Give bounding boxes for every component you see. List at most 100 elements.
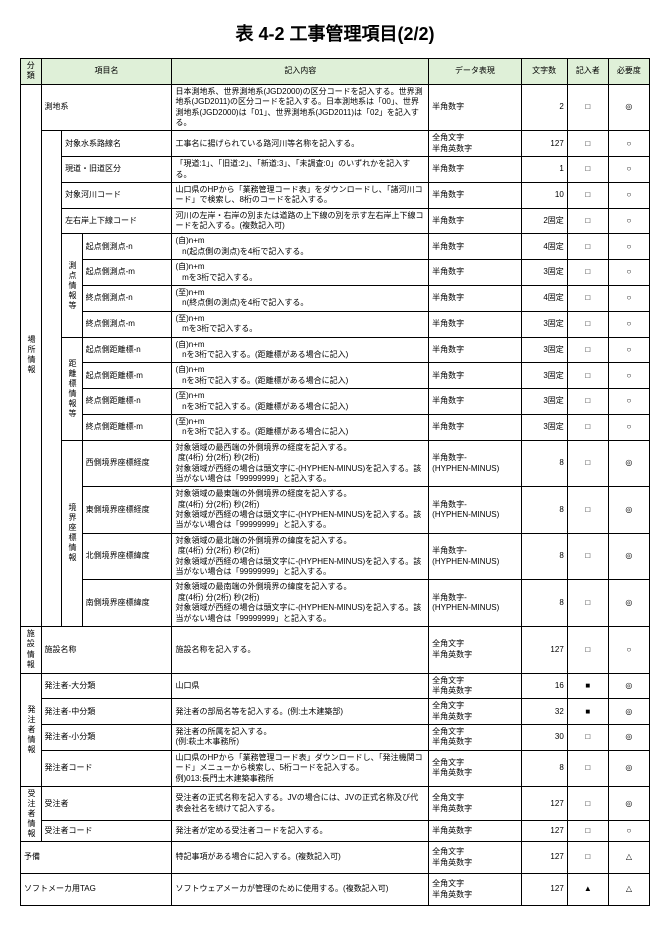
item-desc: 「現道:1」、「旧道:2」、「新道:3」、「未調査:0」のいずれかを記入する。 [172,157,429,183]
item-req: ◎ [608,699,649,725]
item-req: ◎ [608,787,649,821]
item-name: 受注者 [41,787,172,821]
table-row: 距離標情報等 起点側距離標-n (自)n+m nを3桁で記入する。(距離標がある… [21,337,650,363]
table-row: 予備 特記事項がある場合に記入する。(複数記入可) 全角文字 半角英数字 127… [21,842,650,874]
item-len: 10 [521,182,567,208]
item-name: 終点側距離標-n [82,389,172,415]
item-len: 127 [521,842,567,874]
item-req: ○ [608,311,649,337]
table-row: 終点側測点-m (至)n+m mを3桁で記入する。 半角数字 3固定 □ ○ [21,311,650,337]
item-dt: 半角数字 [429,363,521,389]
table-row: 施設 情報 施設名称 施設名称を記入する。 全角文字 半角英数字 127 □ ○ [21,626,650,673]
item-dt: 半角数字 [429,260,521,286]
item-len: 8 [521,533,567,580]
item-req: ○ [608,260,649,286]
item-filler: ■ [567,673,608,699]
item-desc: 発注者の所属を記入する。 (例:萩土木事務所) [172,725,429,751]
item-filler: □ [567,580,608,627]
item-dt: 半角数字 [429,157,521,183]
item-filler: □ [567,626,608,673]
table-row: 現道・旧道区分 「現道:1」、「旧道:2」、「新道:3」、「未調査:0」のいずれ… [21,157,650,183]
item-req: ○ [608,234,649,260]
item-name: 東側境界座標経度 [82,487,172,534]
item-dt: 全角文字 半角英数字 [429,626,521,673]
hdr-req: 必要度 [608,59,649,85]
item-filler: □ [567,440,608,487]
item-dt: 全角文字 半角英数字 [429,787,521,821]
item-len: 3固定 [521,337,567,363]
item-name: 起点側距離標-m [82,363,172,389]
cat-juchu: 受注者情報 [21,787,42,842]
table-row: ソフトメーカ用TAG ソフトウェアメーカが管理のために使用する。(複数記入可) … [21,874,650,906]
item-len: 3固定 [521,363,567,389]
item-len: 8 [521,750,567,786]
item-dt: 半角英数字 [429,821,521,842]
table-row: 境界座標情報 西側境界座標経度 対象領域の最西端の外側境界の経度を記入する。 度… [21,440,650,487]
cat-sokuten: 測点情報等 [62,234,83,337]
hdr-dtype: データ表現 [429,59,521,85]
item-req: ○ [608,208,649,234]
item-dt: 半角数字 [429,337,521,363]
item-len: 2固定 [521,208,567,234]
item-name: 現道・旧道区分 [62,157,172,183]
item-dt: 半角数字- (HYPHEN-MINUS) [429,580,521,627]
table-header-row: 分類 項目名 記入内容 データ表現 文字数 記入者 必要度 [21,59,650,85]
item-len: 127 [521,131,567,157]
item-desc: 特記事項がある場合に記入する。(複数記入可) [172,842,429,874]
item-name: 起点側距離標-n [82,337,172,363]
management-items-table: 分類 項目名 記入内容 データ表現 文字数 記入者 必要度 場所情報 測地系 日… [20,58,650,906]
item-name: 施設名称 [41,626,172,673]
table-row: 発注者コード 山口県のHPから「業務管理コード表」ダウンロードし、「発注機関コー… [21,750,650,786]
table-row: 終点側測点-n (至)n+m n(終点側の測点)を4桁で記入する。 半角数字 4… [21,286,650,312]
item-desc: 発注者の部局名等を記入する。(例:土木建築部) [172,699,429,725]
item-len: 32 [521,699,567,725]
item-filler: □ [567,725,608,751]
item-filler: ▲ [567,874,608,906]
item-name: 受注者コード [41,821,172,842]
item-req: ◎ [608,673,649,699]
item-desc: (自)n+m nを3桁で記入する。(距離標がある場合に記入) [172,337,429,363]
item-filler: □ [567,311,608,337]
item-len: 8 [521,440,567,487]
item-dt: 全角文字 半角英数字 [429,699,521,725]
item-dt: 全角文字 半角英数字 [429,673,521,699]
item-len: 3固定 [521,311,567,337]
item-filler: □ [567,131,608,157]
item-filler: □ [567,414,608,440]
table-row: 左右岸上下線コード 河川の左岸・右岸の別または道路の上下線の別を示す左右岸上下線… [21,208,650,234]
item-name: 終点側測点-m [82,311,172,337]
table-row: 発注者情報 発注者-大分類 山口県 全角文字 半角英数字 16 ■ ◎ [21,673,650,699]
item-filler: □ [567,389,608,415]
item-name: 終点側距離標-m [82,414,172,440]
table-row: 受注者情報 受注者 受注者の正式名称を記入する。JVの場合には、JVの正式名称及… [21,787,650,821]
item-len: 4固定 [521,234,567,260]
item-dt: 半角数字 [429,389,521,415]
item-desc: (至)n+m nを3桁で記入する。(距離標がある場合に記入) [172,414,429,440]
item-dt: 全角文字 半角英数字 [429,842,521,874]
item-dt: 全角文字 半角英数字 [429,725,521,751]
item-req: ◎ [608,725,649,751]
item-req: △ [608,874,649,906]
cat-shisetsu: 施設 情報 [21,626,42,673]
item-desc: 対象領域の最東端の外側境界の経度を記入する。 度(4桁) 分(2桁) 秒(2桁)… [172,487,429,534]
item-len: 30 [521,725,567,751]
table-row: 発注者-中分類 発注者の部局名等を記入する。(例:土木建築部) 全角文字 半角英… [21,699,650,725]
table-row: 終点側距離標-n (至)n+m nを3桁で記入する。(距離標がある場合に記入) … [21,389,650,415]
item-name: 発注者-大分類 [41,673,172,699]
item-req: ○ [608,821,649,842]
item-desc: (至)n+m nを3桁で記入する。(距離標がある場合に記入) [172,389,429,415]
cat-hatchu: 発注者情報 [21,673,42,787]
item-desc: (至)n+m n(終点側の測点)を4桁で記入する。 [172,286,429,312]
item-desc: 工事名に揚げられている路河川等名称を記入する。 [172,131,429,157]
item-req: ◎ [608,750,649,786]
item-dt: 半角数字- (HYPHEN-MINUS) [429,440,521,487]
item-len: 3固定 [521,389,567,415]
item-len: 8 [521,580,567,627]
cat-basho: 場所情報 [21,84,42,626]
item-name: 南側境界座標緯度 [82,580,172,627]
item-req: ◎ [608,84,649,131]
hdr-len: 文字数 [521,59,567,85]
hdr-item: 項目名 [41,59,172,85]
item-dt: 半角数字 [429,208,521,234]
item-len: 2 [521,84,567,131]
